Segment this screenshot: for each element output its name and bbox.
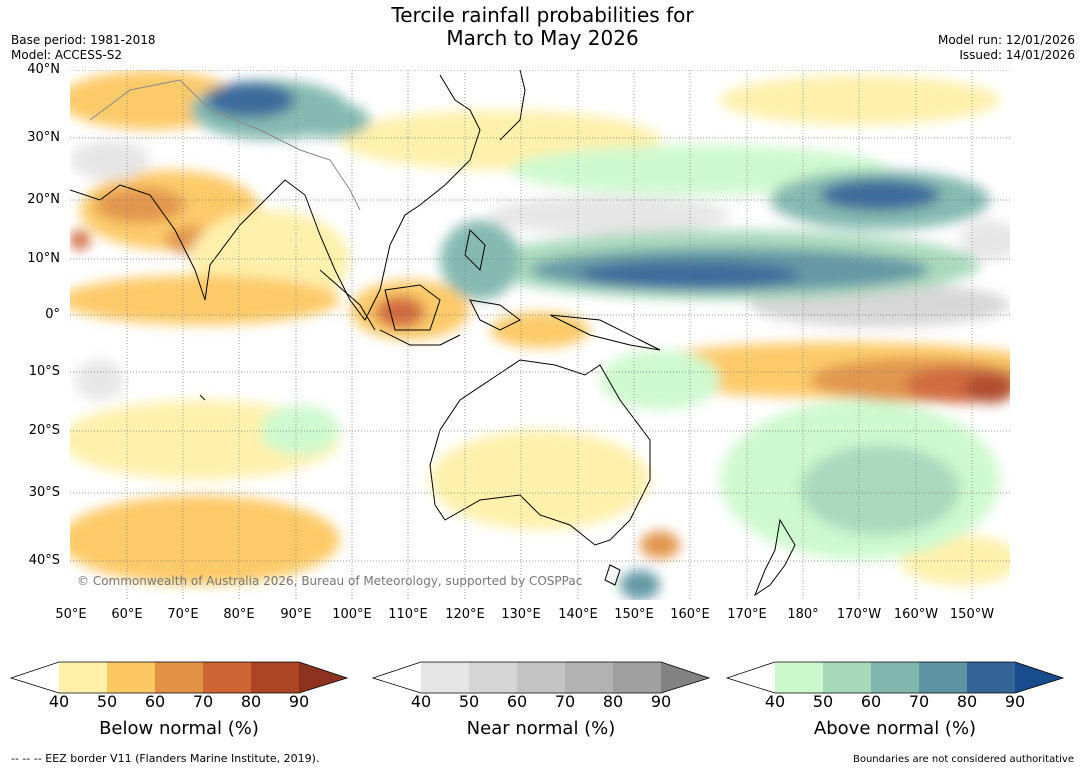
colorbar-tick: 70 <box>554 692 576 711</box>
colorbar-above <box>725 661 1065 694</box>
graticule <box>70 70 1010 600</box>
lon-label: 150°E <box>614 607 654 622</box>
colorbar-tick: 80 <box>240 692 262 711</box>
issued-date: Issued: 14/01/2026 <box>959 48 1075 62</box>
colorbar-tick: 80 <box>602 692 624 711</box>
lat-label: 40°S <box>28 553 60 568</box>
lon-label: 170°E <box>727 607 767 622</box>
colorbar-near <box>371 661 711 694</box>
map-title: Tercile rainfall probabilities for March… <box>0 4 1085 50</box>
colorbar-tick: 50 <box>458 692 480 711</box>
lon-label: 80°E <box>223 607 255 622</box>
model-name: Model: ACCESS-S2 <box>11 48 123 62</box>
lat-label: 10°S <box>28 364 60 379</box>
copyright-notice: © Commonwealth of Australia 2026, Bureau… <box>77 574 583 588</box>
colorbar-tick: 50 <box>96 692 118 711</box>
lat-label: 0° <box>45 307 60 322</box>
base-period: Base period: 1981-2018 <box>11 33 156 47</box>
lon-label: 100°E <box>332 607 372 622</box>
lon-label: 140°E <box>558 607 598 622</box>
map-title-line2: March to May 2026 <box>446 26 639 50</box>
colorbar-tick: 60 <box>506 692 528 711</box>
colorbar-tick: 40 <box>48 692 70 711</box>
meta-right: Model run: 12/01/2026 Issued: 14/01/2026 <box>938 33 1075 63</box>
colorbar-below <box>9 661 349 694</box>
lon-label: 110°E <box>388 607 428 622</box>
colorbar-title-above: Above normal (%) <box>813 718 977 739</box>
colorbar-tick: 70 <box>908 692 930 711</box>
meta-left: Base period: 1981-2018 Model: ACCESS-S2 <box>11 33 156 63</box>
lat-label: 10°N <box>27 251 60 266</box>
colorbar-tick: 70 <box>192 692 214 711</box>
probability-field <box>70 70 1010 600</box>
colorbar-tick: 50 <box>812 692 834 711</box>
lon-label: 150°W <box>949 607 995 622</box>
lon-label: 170°W <box>836 607 882 622</box>
lon-label: 60°E <box>111 607 143 622</box>
colorbar-tick: 90 <box>1004 692 1026 711</box>
lat-label: 20°N <box>27 192 60 207</box>
colorbar-tick: 40 <box>410 692 432 711</box>
colorbar-tick: 90 <box>650 692 672 711</box>
lat-label: 40°N <box>27 62 60 77</box>
boundaries-note: Boundaries are not considered authoritat… <box>852 754 1074 765</box>
colorbar-tick: 80 <box>956 692 978 711</box>
lon-label: 70°E <box>167 607 199 622</box>
model-run: Model run: 12/01/2026 <box>937 33 1075 47</box>
eez-note: -- -- -- EEZ border V11 (Flanders Marine… <box>11 752 320 765</box>
coastlines <box>70 70 796 597</box>
colorbar-tick: 60 <box>144 692 166 711</box>
colorbar-title-below: Below normal (%) <box>99 718 259 739</box>
lon-label: 160°E <box>670 607 710 622</box>
lat-label: 30°S <box>28 485 60 500</box>
colorbar-title-near: Near normal (%) <box>466 718 616 739</box>
colorbar-tick: 60 <box>860 692 882 711</box>
lat-label: 20°S <box>28 423 60 438</box>
lon-label: 160°W <box>893 607 939 622</box>
colorbar-tick: 40 <box>764 692 786 711</box>
lon-label: 180° <box>787 607 819 622</box>
lon-label: 120°E <box>445 607 485 622</box>
lon-label: 130°E <box>501 607 541 622</box>
lat-label: 30°N <box>27 130 60 145</box>
map-title-line1: Tercile rainfall probabilities for <box>391 3 694 27</box>
lon-label: 90°E <box>280 607 312 622</box>
lon-label: 50°E <box>55 607 87 622</box>
colorbar-tick: 90 <box>288 692 310 711</box>
